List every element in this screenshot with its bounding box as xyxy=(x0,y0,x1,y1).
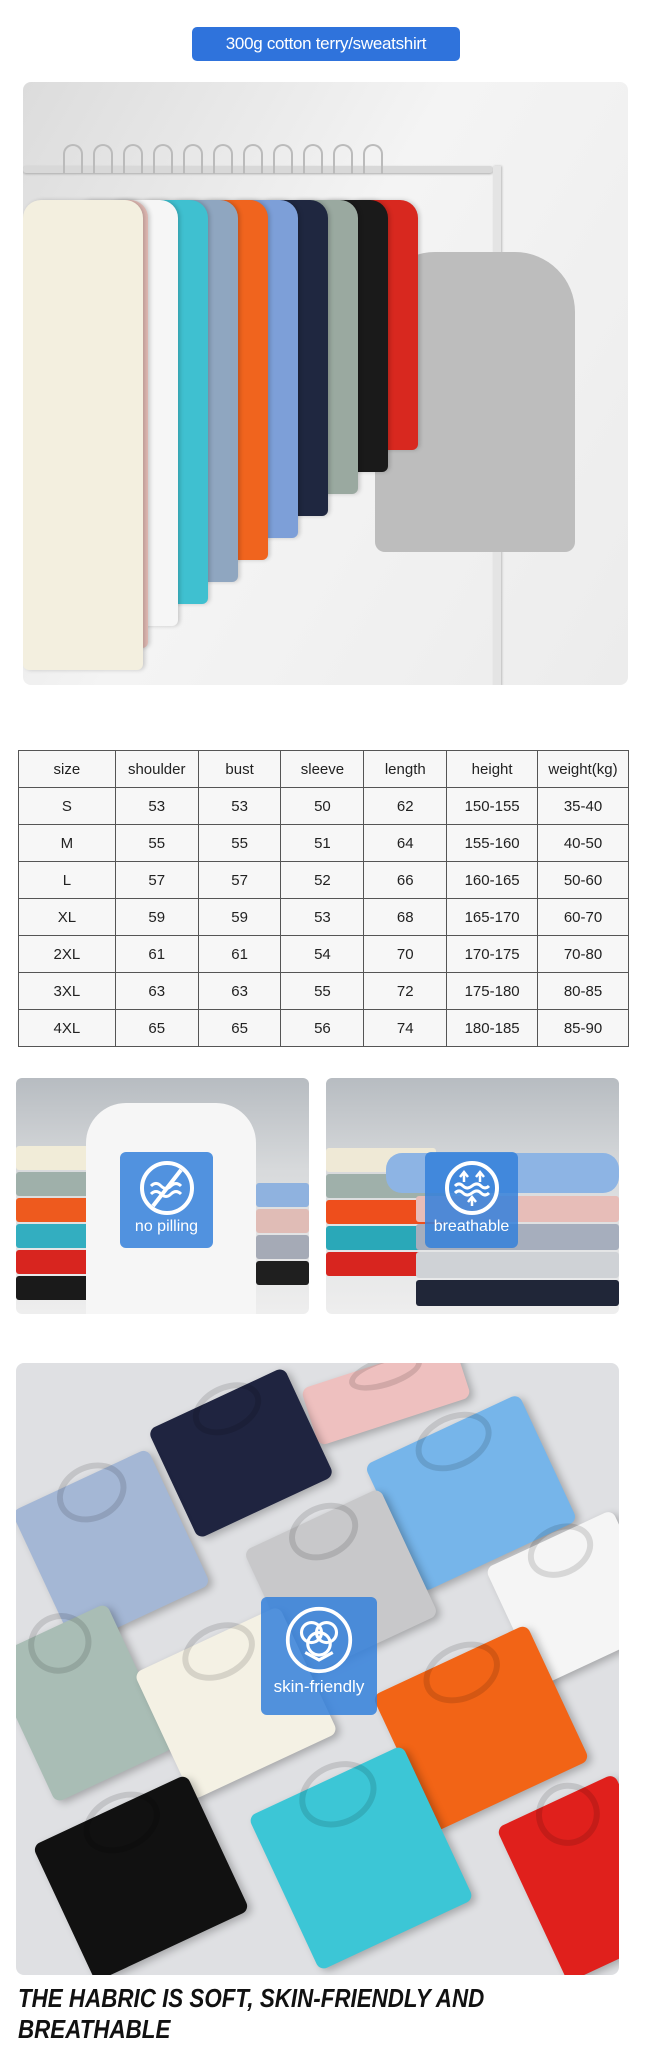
table-cell: 35-40 xyxy=(537,787,629,825)
column-header: sleeve xyxy=(280,750,365,788)
table-header-row: size shoulder bust sleeve length height weight… xyxy=(18,750,629,788)
no-pilling-icon xyxy=(139,1161,194,1215)
hanger-icon xyxy=(213,144,233,174)
table-cell: 65 xyxy=(114,1009,199,1047)
table-cell: 64 xyxy=(363,824,448,862)
table-cell: L xyxy=(18,861,116,899)
table-cell: 50-60 xyxy=(537,861,629,899)
fabric-caption: THE HABRIC IS SOFT, SKIN-FRIENDLY AND BR… xyxy=(18,1983,485,2044)
table-cell: 72 xyxy=(363,972,448,1010)
column-header: size xyxy=(18,750,116,788)
table-cell: 61 xyxy=(114,935,199,973)
table-cell: 165-170 xyxy=(446,898,539,936)
hanger-icon xyxy=(183,144,203,174)
table-cell: 59 xyxy=(197,898,282,936)
column-header: weight(kg) xyxy=(537,750,629,788)
table-row: 4XL 65 65 56 74 180-185 85-90 xyxy=(18,1009,629,1047)
table-row: XL 59 59 53 68 165-170 60-70 xyxy=(18,898,629,936)
table-cell: 68 xyxy=(363,898,448,936)
table-row: L 57 57 52 66 160-165 50-60 xyxy=(18,861,629,899)
column-header: bust xyxy=(197,750,282,788)
skin-friendly-label: skin-friendly xyxy=(273,1677,365,1696)
table-cell: 57 xyxy=(114,861,199,899)
table-cell: 65 xyxy=(197,1009,282,1047)
table-cell: 175-180 xyxy=(446,972,539,1010)
table-cell: 50 xyxy=(280,787,365,825)
hanging-sweatshirt xyxy=(23,200,143,670)
table-row: S 53 53 50 62 150-155 35-40 xyxy=(18,787,629,825)
hanger-icon xyxy=(303,144,323,174)
column-header: shoulder xyxy=(114,750,199,788)
hanger-icon xyxy=(153,144,173,174)
hanger-icon xyxy=(123,144,143,174)
table-cell: 2XL xyxy=(18,935,116,973)
table-row: M 55 55 51 64 155-160 40-50 xyxy=(18,824,629,862)
table-cell: 61 xyxy=(197,935,282,973)
table-cell: 57 xyxy=(197,861,282,899)
hanger-icon xyxy=(93,144,113,174)
table-cell: XL xyxy=(18,898,116,936)
column-header: length xyxy=(363,750,448,788)
title-badge: 300g cotton terry/sweatshirt xyxy=(192,27,460,61)
table-cell: 155-160 xyxy=(446,824,539,862)
table-row: 3XL 63 63 55 72 175-180 80-85 xyxy=(18,972,629,1010)
table-cell: 53 xyxy=(114,787,199,825)
table-cell: 63 xyxy=(114,972,199,1010)
table-cell: 54 xyxy=(280,935,365,973)
table-cell: 40-50 xyxy=(537,824,629,862)
table-cell: 170-175 xyxy=(446,935,539,973)
hanger-icon xyxy=(273,144,293,174)
table-cell: 80-85 xyxy=(537,972,629,1010)
size-table: size shoulder bust sleeve length height weight… xyxy=(18,750,629,1047)
table-cell: 53 xyxy=(197,787,282,825)
breathable-badge: breathable xyxy=(425,1152,518,1248)
table-cell: 55 xyxy=(197,824,282,862)
table-cell: 56 xyxy=(280,1009,365,1047)
table-cell: 150-155 xyxy=(446,787,539,825)
table-cell: 60-70 xyxy=(537,898,629,936)
table-cell: 53 xyxy=(280,898,365,936)
table-cell: 85-90 xyxy=(537,1009,629,1047)
table-cell: 62 xyxy=(363,787,448,825)
column-header: height xyxy=(446,750,539,788)
table-cell: 70 xyxy=(363,935,448,973)
table-cell: 59 xyxy=(114,898,199,936)
table-cell: 3XL xyxy=(18,972,116,1010)
no-pilling-label: no pilling xyxy=(134,1218,199,1235)
breathable-label: breathable xyxy=(433,1218,510,1235)
hanger-icon xyxy=(243,144,263,174)
table-cell: 180-185 xyxy=(446,1009,539,1047)
hanger-icon xyxy=(63,144,83,174)
cotton-flower-icon xyxy=(285,1606,353,1674)
table-cell: 55 xyxy=(280,972,365,1010)
table-cell: 4XL xyxy=(18,1009,116,1047)
table-cell: S xyxy=(18,787,116,825)
table-cell: 52 xyxy=(280,861,365,899)
breathable-icon xyxy=(444,1161,499,1215)
table-row: 2XL 61 61 54 70 170-175 70-80 xyxy=(18,935,629,973)
table-cell: 55 xyxy=(114,824,199,862)
table-cell: 66 xyxy=(363,861,448,899)
hanging-sweatshirts-photo xyxy=(23,82,628,685)
table-cell: 160-165 xyxy=(446,861,539,899)
table-cell: M xyxy=(18,824,116,862)
table-cell: 70-80 xyxy=(537,935,629,973)
hanger-icon xyxy=(363,144,383,174)
table-cell: 51 xyxy=(280,824,365,862)
no-pilling-badge: no pilling xyxy=(120,1152,213,1248)
table-cell: 63 xyxy=(197,972,282,1010)
table-cell: 74 xyxy=(363,1009,448,1047)
skin-friendly-badge: skin-friendly xyxy=(261,1597,377,1715)
hanger-icon xyxy=(333,144,353,174)
